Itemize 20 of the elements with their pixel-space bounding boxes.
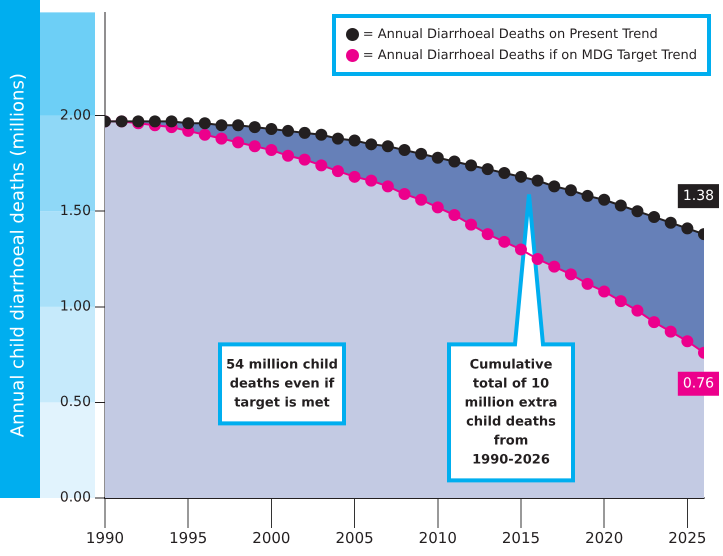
x-tick-label: 2010 — [418, 528, 457, 547]
x-tick-label: 1990 — [86, 528, 124, 547]
data-label: 1.38 — [682, 188, 714, 204]
x-tick-label: 2005 — [335, 528, 374, 547]
x-tick-label: 2015 — [502, 528, 540, 547]
legend-label: = Annual Diarrhoeal Deaths if on MDG Target Trend — [362, 47, 697, 65]
x-tick-label: 2000 — [252, 528, 290, 547]
y-tick-label: 1.00 — [60, 298, 91, 314]
y-axis-title: Annual child diarrhoeal deaths (millions) — [7, 73, 28, 438]
y-tick-label: 2.00 — [60, 107, 91, 124]
data-label: 0.76 — [682, 375, 714, 392]
x-tick-label: 2020 — [585, 528, 624, 547]
y-tick-label: 0.00 — [60, 490, 91, 506]
annotation: 54 million child deaths even if target is met — [226, 357, 338, 410]
x-tick-label: 1995 — [169, 528, 208, 547]
x-tick-label: 2025 — [668, 528, 706, 547]
legend-label: = Annual Diarrhoeal Deaths on Present Trend — [362, 26, 658, 44]
y-tick-label: 0.50 — [60, 394, 91, 410]
annotation: Cumulative total of 10 million extra child deaths from 1990-2026 — [464, 357, 558, 468]
y-tick-label: 1.50 — [60, 202, 91, 219]
